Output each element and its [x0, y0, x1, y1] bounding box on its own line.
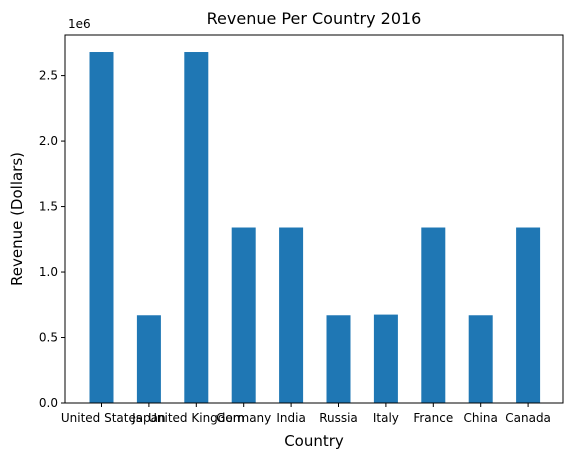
x-tick-label: Canada: [505, 411, 551, 425]
plot-frame: [64, 34, 564, 404]
bar-france: [421, 227, 446, 403]
bar-germany: [231, 227, 256, 403]
bar-china: [468, 315, 493, 403]
bar-canada: [516, 227, 541, 403]
x-tick-label: France: [413, 411, 453, 425]
bar-russia: [326, 315, 351, 403]
x-tick-label: Russia: [319, 411, 358, 425]
y-tick-label: 0.5: [39, 331, 58, 345]
y-tick-label: 1.5: [39, 200, 58, 214]
x-tick-label: Japan: [131, 411, 165, 425]
y-axis-title: Revenue (Dollars): [8, 152, 26, 286]
bar-india: [279, 227, 304, 403]
x-axis-title: Country: [284, 432, 344, 450]
chart-title: Revenue Per Country 2016: [207, 9, 422, 28]
y-tick-label: 2.0: [39, 134, 58, 148]
y-axis-ticks: 0.0 0.5 1.0 1.5 2.0 2.5: [39, 69, 65, 410]
bars: [89, 52, 541, 404]
x-tick-label: India: [276, 411, 305, 425]
bar-united-kingdom: [184, 52, 209, 404]
y-tick-label: 1.0: [39, 265, 58, 279]
x-tick-label: United Kingdom: [148, 411, 244, 425]
bar-italy: [373, 314, 398, 403]
x-tick-label: United States: [61, 411, 142, 425]
y-tick-label: 0.0: [39, 396, 58, 410]
y-tick-label: 2.5: [39, 69, 58, 83]
bar-japan: [136, 315, 161, 403]
x-tick-label: Germany: [216, 411, 271, 425]
y-axis-multiplier: 1e6: [68, 17, 91, 31]
x-tick-label: Italy: [373, 411, 399, 425]
x-tick-label: China: [464, 411, 498, 425]
bar-united-states: [89, 52, 114, 404]
